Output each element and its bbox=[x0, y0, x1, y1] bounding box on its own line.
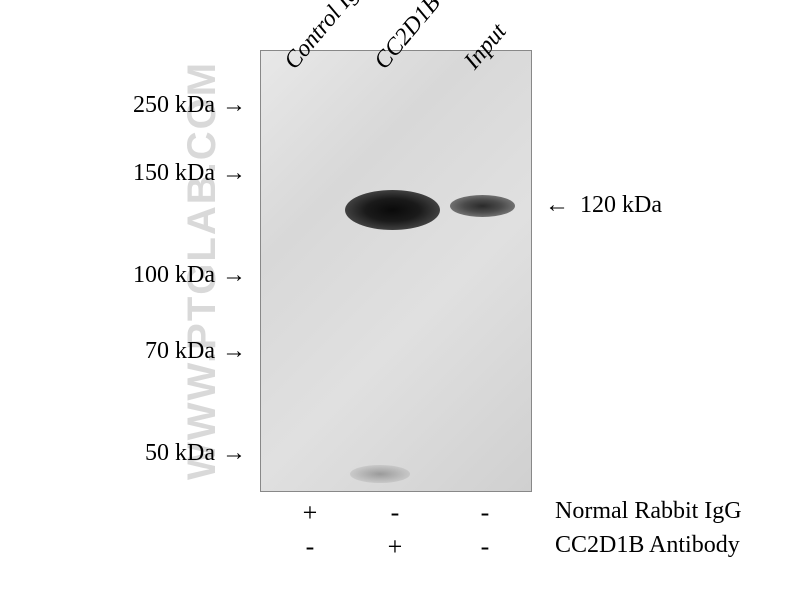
figure-container: WWW.PTGLAB.COM Control IgG CC2D1B Input … bbox=[0, 0, 800, 600]
arrow-right-icon: → bbox=[222, 160, 246, 187]
blot-band bbox=[450, 195, 515, 217]
arrow-right-icon: → bbox=[222, 92, 246, 119]
marker-label: 50 kDa bbox=[105, 440, 215, 467]
blot-band-faint bbox=[350, 465, 410, 483]
arrow-right-icon: → bbox=[222, 440, 246, 467]
table-cell: - bbox=[290, 532, 330, 562]
marker-label: 150 kDa bbox=[105, 160, 215, 187]
table-cell: - bbox=[375, 498, 415, 528]
arrow-right-icon: → bbox=[222, 338, 246, 365]
blot-membrane bbox=[260, 50, 532, 492]
table-cell: - bbox=[465, 498, 505, 528]
band-size-label: 120 kDa bbox=[580, 192, 662, 219]
table-row-label: Normal Rabbit IgG bbox=[555, 498, 742, 525]
table-cell: + bbox=[375, 532, 415, 562]
marker-label: 100 kDa bbox=[105, 262, 215, 289]
table-row-label: CC2D1B Antibody bbox=[555, 532, 740, 559]
arrow-right-icon: → bbox=[222, 262, 246, 289]
table-cell: - bbox=[465, 532, 505, 562]
marker-label: 70 kDa bbox=[105, 338, 215, 365]
marker-label: 250 kDa bbox=[105, 92, 215, 119]
blot-band bbox=[345, 190, 440, 230]
arrow-left-icon: ← bbox=[545, 192, 569, 219]
table-cell: + bbox=[290, 498, 330, 528]
